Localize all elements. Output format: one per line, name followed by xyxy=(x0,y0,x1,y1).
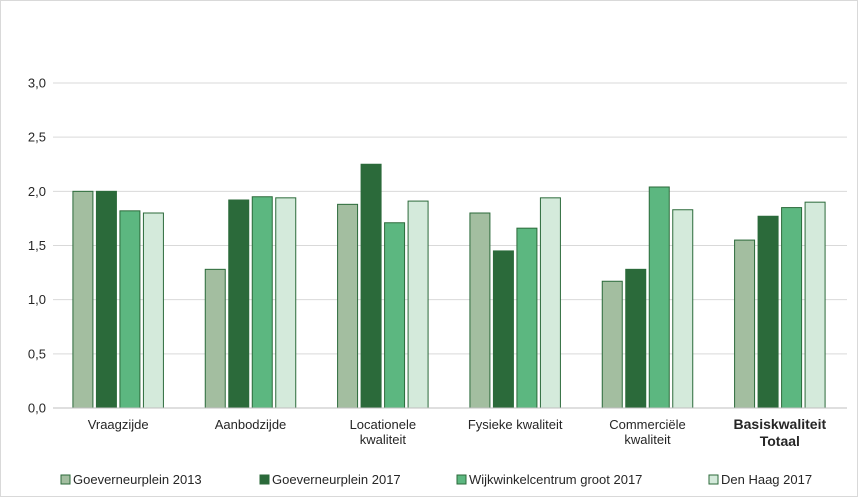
y-tick-label: 2,5 xyxy=(28,130,46,145)
legend-item: Goeverneurplein 2013 xyxy=(60,472,202,487)
bar xyxy=(72,190,94,409)
x-tick-label-line: Commerciële xyxy=(609,417,686,432)
bar xyxy=(492,250,514,409)
bar xyxy=(407,200,429,409)
legend-swatch xyxy=(708,474,719,485)
bar xyxy=(781,207,803,409)
bar xyxy=(142,212,164,409)
y-axis-tick-labels: 0,0 0,5 1,0 1,5 2,0 2,5 3,0 xyxy=(28,76,46,416)
bar xyxy=(337,203,359,409)
x-tick-label-line: Basiskwaliteit xyxy=(734,416,827,432)
y-tick-label: 2,0 xyxy=(28,184,46,199)
x-tick-label: Fysieke kwaliteit xyxy=(468,417,563,432)
x-tick-label: Basiskwaliteit Totaal xyxy=(734,416,827,449)
legend: Goeverneurplein 2013 Goeverneurplein 2017… xyxy=(60,472,812,487)
x-tick-label: Vraagzijde xyxy=(88,417,149,432)
bar xyxy=(804,201,826,409)
legend-item: Wijkwinkelcentrum groot 2017 xyxy=(456,472,642,487)
x-axis-category-labels: Vraagzijde Aanbodzijde Locationele kwalitei… xyxy=(88,416,827,449)
bar xyxy=(251,196,273,409)
x-tick-label-line: Aanbodzijde xyxy=(215,417,287,432)
bar xyxy=(757,215,779,409)
y-tick-label: 1,0 xyxy=(28,292,46,307)
bar xyxy=(648,186,670,409)
x-tick-label-line: Fysieke kwaliteit xyxy=(468,417,563,432)
x-tick-label: Locationele kwaliteit xyxy=(350,417,417,447)
y-tick-label: 3,0 xyxy=(28,76,46,91)
bar xyxy=(469,212,491,409)
x-tick-label-line: Vraagzijde xyxy=(88,417,149,432)
bar xyxy=(384,222,406,409)
x-tick-label: Aanbodzijde xyxy=(215,417,287,432)
legend-item: Den Haag 2017 xyxy=(708,472,812,487)
legend-swatch xyxy=(456,474,467,485)
bar xyxy=(360,163,382,409)
y-tick-label: 0,5 xyxy=(28,346,46,361)
bar xyxy=(275,197,297,409)
legend-label: Wijkwinkelcentrum groot 2017 xyxy=(469,472,642,487)
bar xyxy=(95,190,117,409)
x-tick-label-line: Locationele xyxy=(350,417,417,432)
bar xyxy=(119,210,141,409)
bars xyxy=(72,163,826,409)
legend-item: Goeverneurplein 2017 xyxy=(259,472,401,487)
gridlines xyxy=(53,82,847,355)
x-tick-label: Commerciële kwaliteit xyxy=(609,417,686,447)
bar xyxy=(204,268,226,409)
y-tick-label: 1,5 xyxy=(28,238,46,253)
bar xyxy=(516,227,538,409)
bar xyxy=(539,197,561,409)
legend-label: Goeverneurplein 2017 xyxy=(272,472,401,487)
bar xyxy=(228,199,250,409)
legend-label: Den Haag 2017 xyxy=(721,472,812,487)
x-tick-label-line: Totaal xyxy=(760,433,800,449)
x-tick-label-line: kwaliteit xyxy=(624,432,671,447)
legend-swatch xyxy=(259,474,270,485)
legend-swatch xyxy=(60,474,71,485)
legend-label: Goeverneurplein 2013 xyxy=(73,472,202,487)
bar xyxy=(625,268,647,409)
bar xyxy=(734,239,756,409)
y-tick-label: 0,0 xyxy=(28,401,46,416)
x-tick-label-line: kwaliteit xyxy=(360,432,407,447)
bar xyxy=(601,280,623,409)
bar xyxy=(672,209,694,409)
